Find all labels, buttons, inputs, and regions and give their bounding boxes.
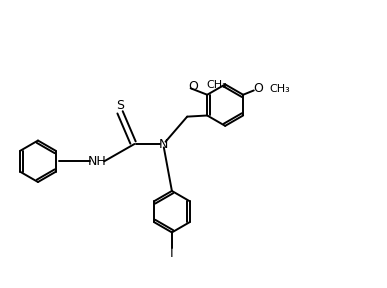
Text: CH₃: CH₃ [206, 80, 227, 90]
Text: CH₃: CH₃ [270, 84, 290, 94]
Text: I: I [170, 247, 174, 260]
Text: S: S [116, 98, 124, 112]
Text: O: O [253, 82, 263, 96]
Text: N: N [159, 137, 168, 151]
Text: NH: NH [87, 155, 106, 168]
Text: O: O [188, 80, 199, 93]
